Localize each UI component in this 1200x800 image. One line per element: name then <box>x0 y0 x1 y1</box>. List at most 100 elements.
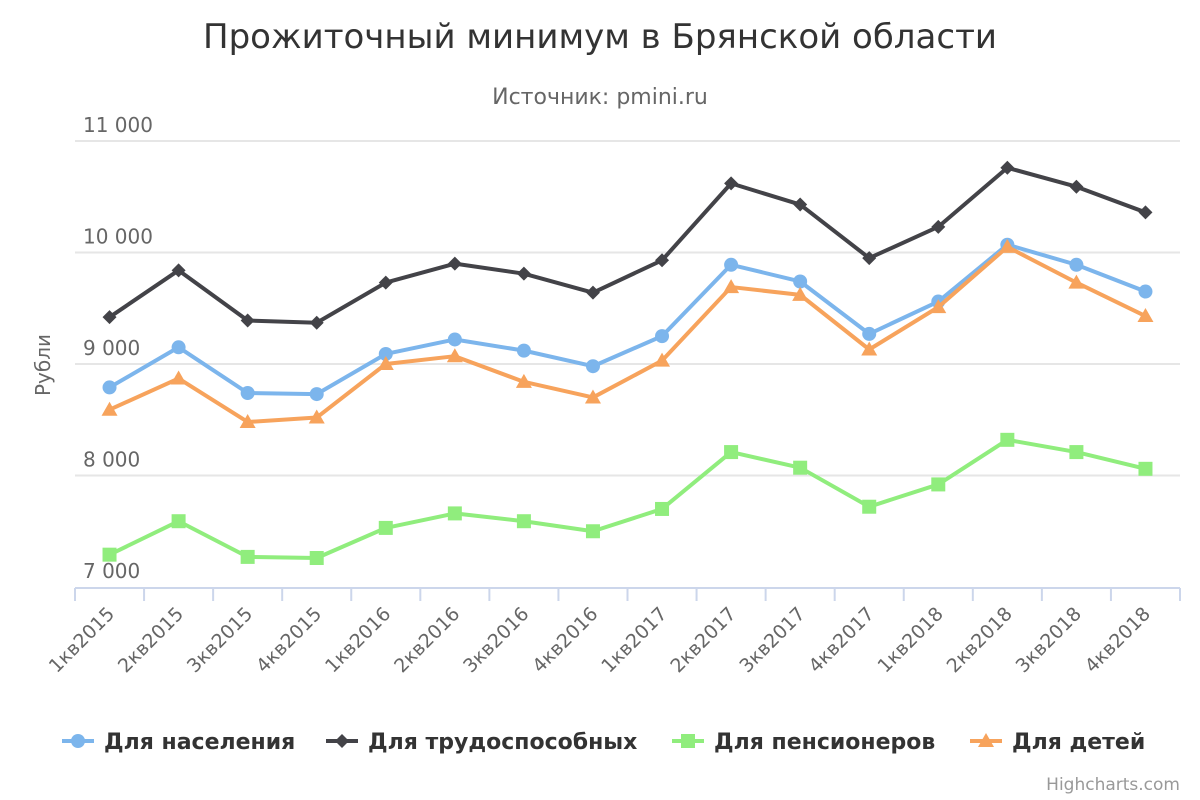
x-tick-label: 3кв2017 <box>735 603 809 677</box>
data-point <box>447 506 462 521</box>
data-point <box>171 263 186 278</box>
x-tick-label: 2кв2018 <box>943 603 1017 677</box>
data-point <box>170 370 187 385</box>
data-point <box>930 299 947 314</box>
data-point <box>171 340 186 355</box>
data-point <box>309 315 324 330</box>
data-point <box>584 389 601 404</box>
data-point <box>516 266 531 281</box>
data-point <box>585 285 600 300</box>
legend: Для населения Для трудоспособных Для пенси… <box>62 730 1145 755</box>
chart-title: Прожиточный минимум в Брянской области <box>203 17 997 57</box>
y-tick-label: 9 000 <box>83 336 140 360</box>
data-point <box>377 356 394 370</box>
x-tick-label: 4кв2016 <box>528 603 602 677</box>
data-point <box>447 332 462 347</box>
y-tick-label: 8 000 <box>83 448 140 472</box>
x-tick-label: 2кв2015 <box>114 603 188 677</box>
data-point <box>378 346 393 361</box>
legend-marker <box>978 733 994 747</box>
x-tick-label: 4кв2017 <box>804 603 878 677</box>
data-point <box>862 499 877 514</box>
credits-link[interactable]: Highcharts.com <box>1046 775 1180 795</box>
data-point <box>793 274 808 289</box>
data-point <box>515 373 532 388</box>
grid-lines <box>75 140 1180 477</box>
data-point <box>378 275 393 290</box>
data-point <box>724 176 739 191</box>
data-point <box>240 385 255 400</box>
legend-item[interactable]: Для детей <box>970 730 1145 755</box>
series-4 <box>101 238 1154 428</box>
data-point <box>446 348 463 363</box>
data-point <box>516 514 531 529</box>
data-point <box>240 313 255 328</box>
x-tick-label: 1кв2015 <box>45 603 119 677</box>
data-point <box>655 253 670 268</box>
data-point <box>516 343 531 358</box>
data-point <box>862 326 877 341</box>
x-tick-label: 4кв2015 <box>252 603 326 677</box>
x-tick-label: 3кв2018 <box>1012 603 1086 677</box>
data-point <box>655 501 670 516</box>
series-line <box>107 242 1148 397</box>
data-point <box>793 197 808 212</box>
data-point <box>793 460 808 475</box>
y-axis-ticks: 7 000 8 000 9 000 10 000 11 000 <box>83 113 153 583</box>
data-point <box>1069 179 1084 194</box>
data-point <box>378 520 393 535</box>
data-point <box>1068 274 1085 289</box>
legend-label: Для населения <box>104 730 295 755</box>
data-point <box>240 549 255 564</box>
data-point <box>447 256 462 271</box>
x-tick-label: 3кв2015 <box>183 603 257 677</box>
legend-marker <box>71 734 85 748</box>
legend-marker <box>335 734 349 748</box>
series-2 <box>102 160 1153 330</box>
legend-label: Для детей <box>1012 730 1145 755</box>
legend-item[interactable]: Для населения <box>62 730 295 755</box>
legend-label: Для пенсионеров <box>714 730 935 755</box>
data-point <box>792 286 809 301</box>
x-tick-label: 4кв2018 <box>1081 603 1155 677</box>
data-point <box>724 257 739 272</box>
data-point <box>585 524 600 539</box>
series-layer <box>101 160 1154 566</box>
data-point <box>102 310 117 325</box>
legend-item[interactable]: Для трудоспособных <box>326 730 637 755</box>
data-point <box>1138 284 1153 299</box>
chart-subtitle: Источник: pmini.ru <box>492 85 708 110</box>
x-tick-label: 1кв2017 <box>597 603 671 677</box>
data-point <box>309 551 324 566</box>
data-point <box>308 409 325 424</box>
data-point <box>1000 160 1015 175</box>
y-tick-label: 11 000 <box>83 113 153 137</box>
data-point <box>102 380 117 395</box>
series-line <box>107 244 1148 424</box>
x-tick-label: 2кв2016 <box>390 603 464 677</box>
data-point <box>1069 445 1084 460</box>
series-line <box>107 165 1148 325</box>
x-tick-label: 2кв2017 <box>666 603 740 677</box>
legend-marker <box>681 734 695 748</box>
data-point <box>1069 257 1084 272</box>
x-tick-label: 3кв2016 <box>459 603 533 677</box>
data-point <box>655 329 670 344</box>
data-point <box>1138 461 1153 476</box>
data-point <box>723 279 740 294</box>
data-point <box>999 238 1016 253</box>
data-point <box>654 352 671 367</box>
x-axis: 1кв20152кв20153кв20154кв20151кв20162кв20… <box>45 587 1181 677</box>
data-point <box>171 514 186 529</box>
data-point <box>931 477 946 492</box>
series-3 <box>102 432 1153 566</box>
data-point <box>101 401 118 416</box>
data-point <box>862 251 877 266</box>
data-point <box>1137 308 1154 323</box>
legend-item[interactable]: Для пенсионеров <box>672 730 935 755</box>
y-tick-label: 10 000 <box>83 225 153 249</box>
series-line <box>107 437 1148 561</box>
x-tick-label: 1кв2018 <box>873 603 947 677</box>
data-point <box>861 341 878 356</box>
